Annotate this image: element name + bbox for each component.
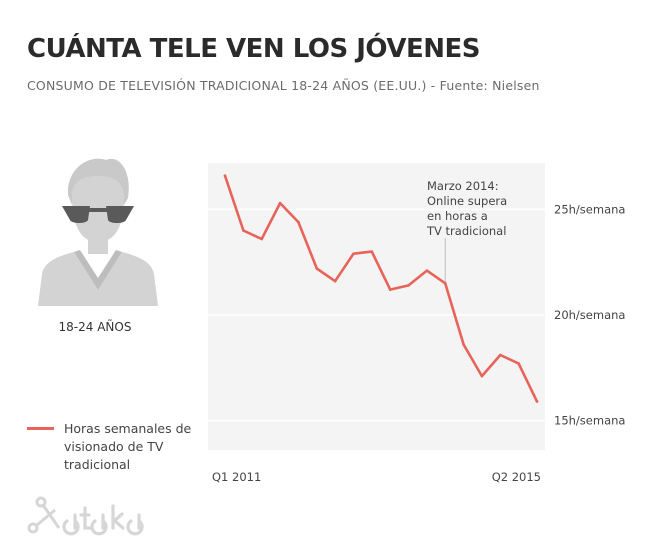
- annotation-text: en horas a: [427, 209, 488, 223]
- person-neck: [88, 236, 108, 254]
- y-tick-label: 25h/semana: [554, 202, 625, 216]
- chart-title: CUÁNTA TELE VEN LOS JÓVENES: [27, 34, 480, 64]
- data-point: [297, 220, 300, 224]
- person-torso: [38, 252, 158, 306]
- data-point: [498, 353, 502, 357]
- data-point: [462, 343, 465, 346]
- data-point: [517, 362, 520, 365]
- data-point: [407, 284, 410, 287]
- data-point: [242, 229, 245, 232]
- data-point: [480, 374, 484, 378]
- data-point: [535, 400, 539, 403]
- annotation-text: TV tradicional: [426, 224, 506, 238]
- y-tick-label: 20h/semana: [554, 308, 625, 322]
- x-tick-label: Q1 2011: [212, 470, 261, 484]
- data-point: [223, 174, 227, 177]
- annotation-text: Marzo 2014:: [427, 179, 499, 193]
- x-tick-label: Q2 2015: [492, 470, 541, 484]
- data-point: [425, 269, 429, 272]
- person-icon: [38, 158, 158, 306]
- data-point: [333, 279, 337, 283]
- xataka-logo: [27, 496, 144, 536]
- person-collar: [74, 250, 122, 290]
- annotation-text: Online supera: [427, 194, 507, 208]
- data-point: [260, 237, 264, 241]
- y-tick-label: 15h/semana: [554, 413, 625, 427]
- series-line: [223, 174, 539, 403]
- sunglasses-icon: [62, 206, 134, 223]
- legend-label: Horas semanales de visionado de TV tradi…: [64, 421, 192, 472]
- plot-area: [208, 163, 545, 450]
- data-point: [315, 267, 319, 270]
- data-point: [388, 288, 392, 291]
- data-point: [278, 201, 282, 205]
- legend-line-swatch: [27, 427, 54, 430]
- person-label: 18-24 AÑOS: [58, 320, 132, 334]
- chart-subtitle: CONSUMO DE TELEVISIÓN TRADICIONAL 18-24 …: [27, 78, 540, 93]
- data-point: [443, 281, 447, 285]
- data-point: [352, 252, 355, 256]
- data-point: [370, 250, 374, 253]
